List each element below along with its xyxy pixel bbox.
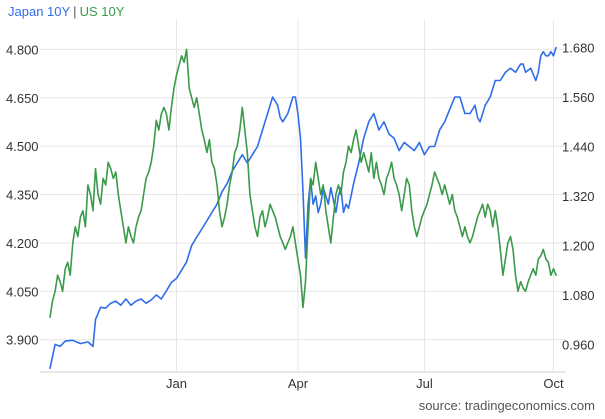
left-tick-label: 4.650	[6, 91, 39, 106]
left-tick-label: 3.900	[6, 333, 39, 348]
x-tick-label: Jul	[416, 376, 433, 391]
chart-legend: Japan 10Y | US 10Y	[8, 4, 124, 19]
x-tick-label: Oct	[543, 376, 564, 391]
left-tick-label: 4.350	[6, 188, 39, 203]
right-tick-label: 0.960	[562, 337, 595, 352]
left-tick-label: 4.800	[6, 42, 39, 57]
right-tick-label: 1.440	[562, 140, 595, 155]
series-line-us-10y	[49, 48, 557, 318]
x-tick-label: Jan	[166, 376, 187, 391]
legend-separator: |	[73, 4, 77, 19]
right-tick-label: 1.320	[562, 189, 595, 204]
series-line-japan-10y	[49, 46, 557, 370]
right-tick-label: 1.560	[562, 90, 595, 105]
legend-us-10y[interactable]: US 10Y	[79, 4, 125, 19]
left-tick-label: 4.050	[6, 284, 39, 299]
source-credit: source: tradingeconomics.com	[418, 398, 595, 413]
left-tick-label: 4.200	[6, 236, 39, 251]
right-tick-label: 1.200	[562, 238, 595, 253]
right-tick-label: 1.680	[562, 41, 595, 56]
left-tick-label: 4.500	[6, 139, 39, 154]
right-tick-label: 1.080	[562, 288, 595, 303]
x-tick-label: Apr	[288, 376, 309, 391]
legend-japan-10y[interactable]: Japan 10Y	[8, 4, 71, 19]
